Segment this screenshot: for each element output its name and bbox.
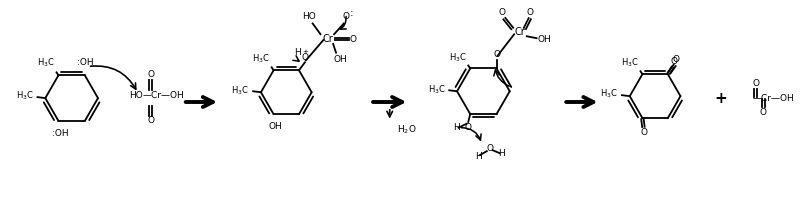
Text: H$_3$C: H$_3$C [621,57,638,69]
Text: :OH: :OH [78,59,94,68]
Text: O: O [670,57,677,66]
Text: HO: HO [129,91,143,100]
Text: O: O [147,70,154,79]
Text: H$_3$C: H$_3$C [231,84,250,96]
Text: O: O [302,53,308,62]
Text: H$_3$C: H$_3$C [449,51,466,64]
Text: O: O [493,50,500,59]
Text: O: O [499,8,506,17]
Text: OH: OH [269,122,282,131]
Text: Cr: Cr [514,27,526,37]
Text: H$_2$O: H$_2$O [397,123,416,136]
Text: Cr: Cr [323,34,334,44]
Text: O: O [350,34,357,43]
Text: O: O [672,55,679,64]
Text: O: O [147,116,154,125]
Text: H$_3$C: H$_3$C [600,88,618,100]
Text: HO: HO [302,12,316,21]
Text: OH: OH [538,35,551,44]
Text: —Cr—OH: —Cr—OH [143,91,185,100]
Text: :OH: :OH [52,129,69,138]
Text: H: H [453,123,460,132]
Text: H: H [498,149,505,158]
Text: H$_3$C: H$_3$C [427,83,446,95]
Text: O: O [760,108,767,117]
Text: +: + [302,49,308,55]
Text: O: O [342,12,350,21]
Text: H$_3$C: H$_3$C [252,53,270,65]
Text: O: O [486,144,494,153]
Text: H$_3$C: H$_3$C [37,57,54,69]
Text: OH: OH [333,55,347,64]
Text: H: H [294,48,301,57]
Text: H: H [474,152,482,161]
Text: —Cr—OH: —Cr—OH [753,94,794,103]
Text: H$_3$C: H$_3$C [16,90,34,102]
Text: +: + [714,91,727,106]
Text: O: O [752,79,759,88]
Text: :: : [350,8,354,18]
Text: O: O [526,8,534,17]
Text: O: O [465,123,472,132]
Text: O: O [641,128,648,137]
